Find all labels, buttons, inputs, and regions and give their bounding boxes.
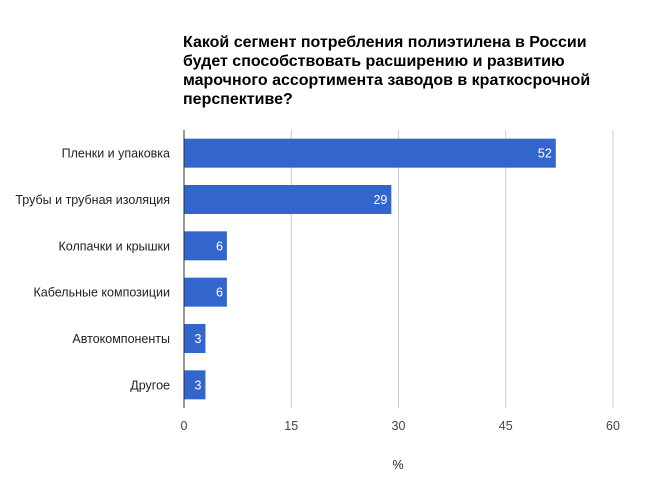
category-label-5: Автокомпоненты xyxy=(72,332,170,346)
data-label-3: 6 xyxy=(216,239,223,253)
x-tick-label-60: 60 xyxy=(606,419,620,433)
x-tick-labels: 0 15 30 45 60 xyxy=(181,419,620,433)
x-tick-label-15: 15 xyxy=(284,419,298,433)
chart-title-line-1: Какой сегмент потребления полиэтилена в … xyxy=(183,34,587,51)
data-label-5: 3 xyxy=(194,332,201,346)
category-label-3: Колпачки и крышки xyxy=(59,239,170,253)
data-label-6: 3 xyxy=(194,378,201,392)
category-labels: Пленки и упаковка Трубы и трубная изоляци… xyxy=(15,147,170,393)
bars: 52 29 6 6 3 3 xyxy=(184,138,556,400)
bar-5 xyxy=(184,324,206,353)
x-axis-title: % xyxy=(392,458,403,472)
category-label-2: Трубы и трубная изоляция xyxy=(15,193,170,207)
bar-6 xyxy=(184,370,206,400)
x-tick-label-30: 30 xyxy=(392,419,406,433)
chart-title-line-3: марочного ассортимента заводов в краткос… xyxy=(183,72,590,89)
x-tick-label-45: 45 xyxy=(499,419,513,433)
bar-4 xyxy=(184,277,227,307)
chart-title-line-2: будет способствовать расширению и развит… xyxy=(183,53,565,70)
data-label-1: 52 xyxy=(538,147,552,161)
data-label-4: 6 xyxy=(216,286,223,300)
chart-title: Какой сегмент потребления полиэтилена в … xyxy=(183,34,590,108)
category-label-6: Другое xyxy=(130,378,170,392)
gridlines xyxy=(290,130,614,408)
bar-3 xyxy=(184,231,227,261)
x-tick-label-0: 0 xyxy=(181,419,188,433)
chart-title-line-4: перспективе? xyxy=(183,91,293,108)
data-label-2: 29 xyxy=(373,193,387,207)
bar-2 xyxy=(184,185,392,214)
bar-1 xyxy=(184,138,556,168)
category-label-4: Кабельные композиции xyxy=(34,286,170,300)
category-label-1: Пленки и упаковка xyxy=(62,147,170,161)
